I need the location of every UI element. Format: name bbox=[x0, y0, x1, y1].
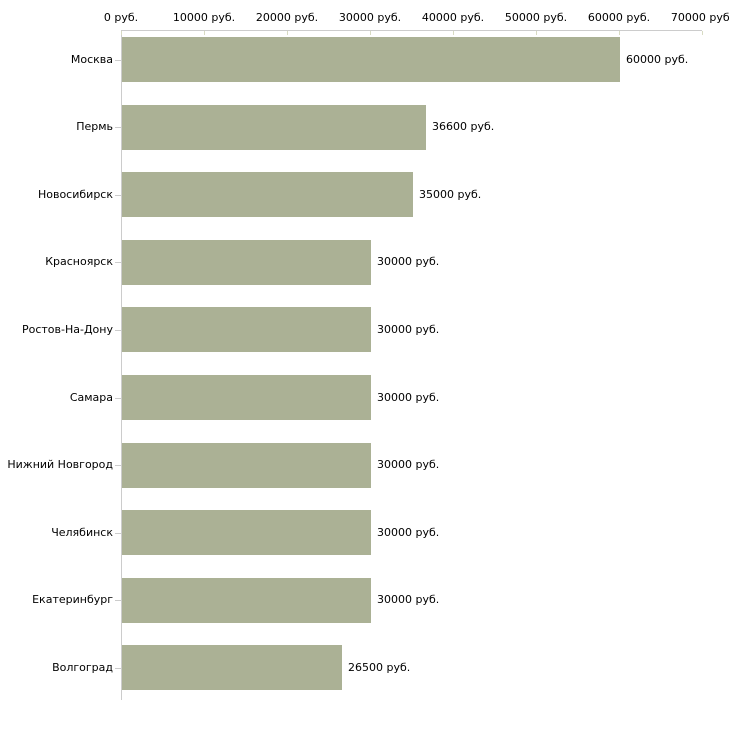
x-axis-tick-mark bbox=[702, 31, 703, 35]
x-axis-line bbox=[121, 30, 702, 31]
value-label: 60000 руб. bbox=[626, 53, 689, 66]
value-label: 30000 руб. bbox=[377, 526, 440, 539]
value-label: 26500 руб. bbox=[348, 661, 411, 674]
x-axis-tick-mark bbox=[370, 31, 371, 35]
category-label: Ростов-На-Дону bbox=[21, 323, 113, 336]
x-axis-tick-label: 0 руб. bbox=[103, 11, 139, 24]
category-label: Новосибирск bbox=[37, 188, 113, 201]
category-label: Красноярск bbox=[45, 255, 113, 268]
bar bbox=[122, 37, 620, 82]
x-axis-tick-label: 40000 руб. bbox=[421, 11, 485, 24]
bar bbox=[122, 645, 342, 690]
category-label: Пермь bbox=[76, 120, 113, 133]
category-label: Москва bbox=[70, 53, 113, 66]
category-tick-mark bbox=[115, 533, 121, 534]
x-axis-tick-label: 30000 руб. bbox=[338, 11, 402, 24]
bar bbox=[122, 172, 413, 217]
x-axis-tick-label: 50000 руб. bbox=[504, 11, 568, 24]
x-axis-tick-mark bbox=[453, 31, 454, 35]
category-label: Нижний Новгород bbox=[7, 458, 113, 471]
y-axis-line bbox=[121, 30, 122, 700]
bar bbox=[122, 510, 371, 555]
x-axis-tick-mark bbox=[121, 31, 122, 35]
category-label: Самара bbox=[69, 391, 113, 404]
bar bbox=[122, 307, 371, 352]
bar bbox=[122, 105, 426, 150]
x-axis-tick-mark bbox=[619, 31, 620, 35]
value-label: 30000 руб. bbox=[377, 391, 440, 404]
category-tick-mark bbox=[115, 262, 121, 263]
bar bbox=[122, 578, 371, 623]
x-axis-tick-mark bbox=[204, 31, 205, 35]
category-tick-mark bbox=[115, 398, 121, 399]
category-tick-mark bbox=[115, 600, 121, 601]
category-tick-mark bbox=[115, 195, 121, 196]
value-label: 30000 руб. bbox=[377, 458, 440, 471]
x-axis-tick-label: 20000 руб. bbox=[255, 11, 319, 24]
x-axis-tick-label: 70000 руб. bbox=[670, 11, 730, 24]
category-tick-mark bbox=[115, 668, 121, 669]
x-axis-tick-label: 60000 руб. bbox=[587, 11, 651, 24]
category-label: Екатеринбург bbox=[32, 593, 113, 606]
value-label: 30000 руб. bbox=[377, 323, 440, 336]
category-tick-mark bbox=[115, 465, 121, 466]
x-axis-tick-mark bbox=[536, 31, 537, 35]
category-label: Челябинск bbox=[51, 526, 113, 539]
bar bbox=[122, 443, 371, 488]
value-label: 30000 руб. bbox=[377, 593, 440, 606]
category-tick-mark bbox=[115, 330, 121, 331]
bar bbox=[122, 375, 371, 420]
category-label: Волгоград bbox=[52, 661, 113, 674]
x-axis-tick-mark bbox=[287, 31, 288, 35]
value-label: 36600 руб. bbox=[432, 120, 495, 133]
x-axis-tick-label: 10000 руб. bbox=[172, 11, 236, 24]
category-tick-mark bbox=[115, 127, 121, 128]
bar bbox=[122, 240, 371, 285]
value-label: 35000 руб. bbox=[419, 188, 482, 201]
category-tick-mark bbox=[115, 60, 121, 61]
value-label: 30000 руб. bbox=[377, 255, 440, 268]
